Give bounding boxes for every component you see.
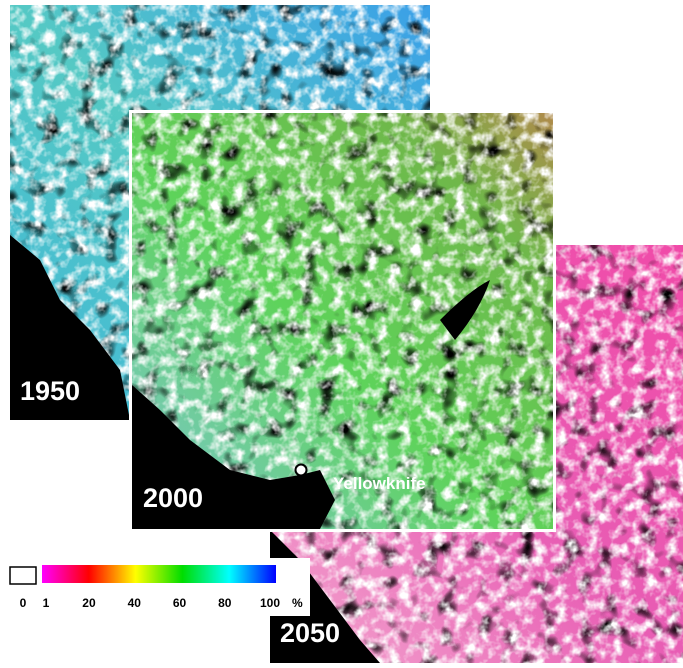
legend-unit: % bbox=[292, 596, 303, 610]
legend-color-bar bbox=[42, 565, 276, 583]
legend-tick-label: 60 bbox=[173, 596, 187, 610]
legend-tick-label: 1 bbox=[43, 596, 50, 610]
city-label: Yellowknife bbox=[333, 474, 426, 493]
legend-tick-label: 20 bbox=[82, 596, 96, 610]
legend: 0 1 20 40 60 80 100% bbox=[0, 558, 310, 616]
legend-empty-swatch bbox=[10, 567, 36, 584]
legend-empty-label: 0 bbox=[20, 596, 27, 610]
year-label: 2050 bbox=[280, 618, 340, 648]
legend-tick-label: 100 bbox=[260, 596, 280, 610]
year-label: 2000 bbox=[143, 483, 203, 513]
page: 1950 2050 Yellowknife 2000 0 1 20 40 60 80 10… bbox=[0, 0, 683, 663]
year-label: 1950 bbox=[20, 376, 80, 406]
legend-tick-label: 40 bbox=[128, 596, 142, 610]
legend-tick-label: 80 bbox=[218, 596, 232, 610]
map-2000: Yellowknife 2000 bbox=[129, 110, 556, 532]
city-marker bbox=[296, 465, 307, 476]
